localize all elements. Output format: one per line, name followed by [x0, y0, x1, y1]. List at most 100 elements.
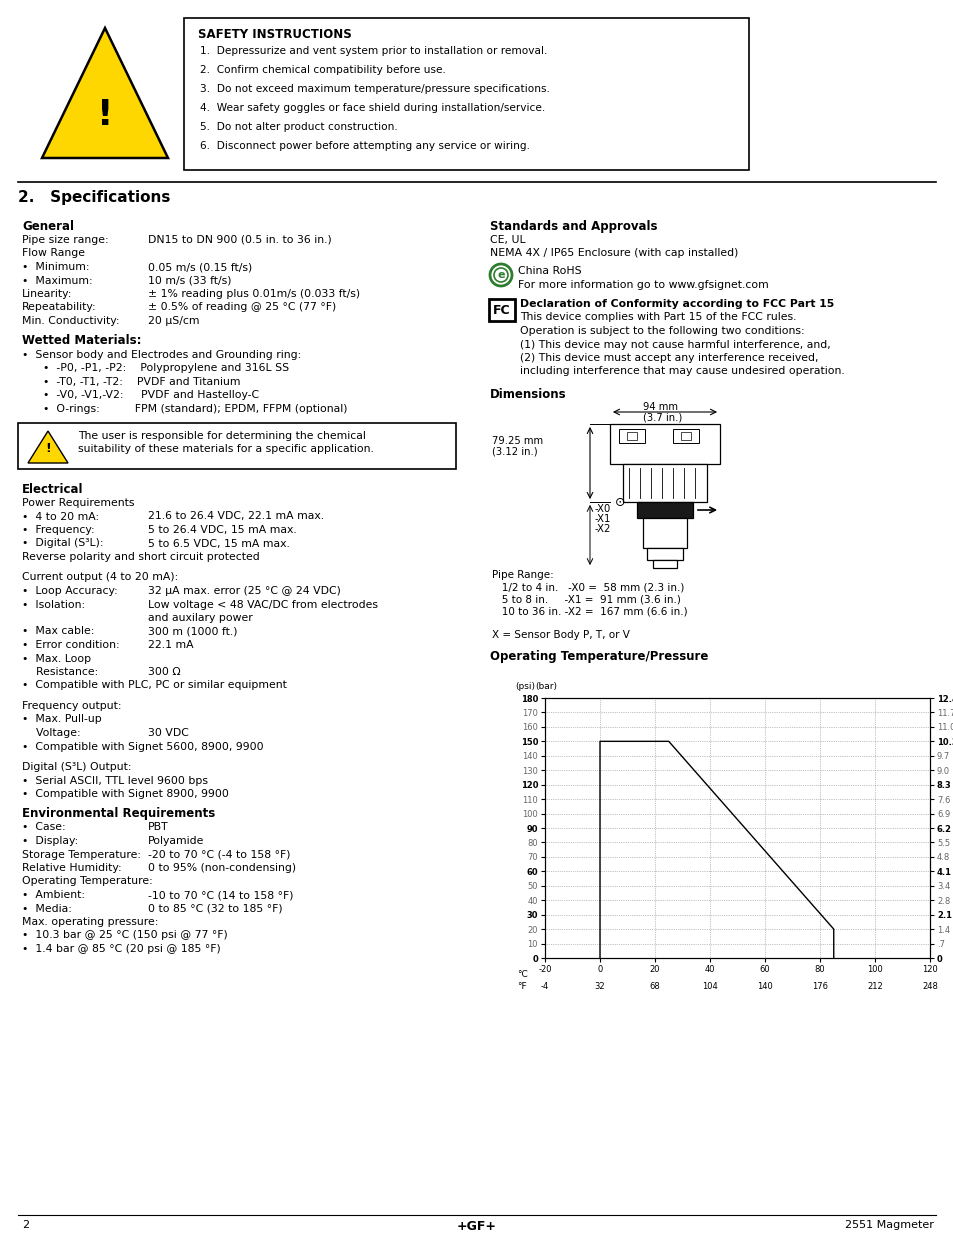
- Text: •  Case:: • Case:: [22, 823, 66, 832]
- Text: 30 VDC: 30 VDC: [148, 727, 189, 739]
- Polygon shape: [42, 28, 168, 158]
- Text: 5 to 6.5 VDC, 15 mA max.: 5 to 6.5 VDC, 15 mA max.: [148, 538, 290, 548]
- Text: Pipe Range:: Pipe Range:: [492, 571, 553, 580]
- Text: (3.12 in.): (3.12 in.): [492, 447, 537, 457]
- Text: (1) This device may not cause harmful interference, and,: (1) This device may not cause harmful in…: [519, 340, 830, 350]
- Text: Dimensions: Dimensions: [490, 388, 566, 401]
- Text: China RoHS: China RoHS: [517, 266, 581, 275]
- Text: 5.  Do not alter product construction.: 5. Do not alter product construction.: [200, 122, 397, 132]
- Text: 5 to 26.4 VDC, 15 mA max.: 5 to 26.4 VDC, 15 mA max.: [148, 525, 296, 535]
- Polygon shape: [28, 431, 68, 463]
- FancyBboxPatch shape: [18, 424, 456, 469]
- Text: •  Ambient:: • Ambient:: [22, 890, 85, 900]
- Text: CE, UL: CE, UL: [490, 235, 525, 245]
- Text: ⊙: ⊙: [614, 495, 624, 509]
- Text: 1.  Depressurize and vent system prior to installation or removal.: 1. Depressurize and vent system prior to…: [200, 46, 547, 56]
- Text: 1/2 to 4 in.   -X0 =  58 mm (2.3 in.): 1/2 to 4 in. -X0 = 58 mm (2.3 in.): [492, 582, 683, 592]
- Text: •  Max. Pull-up: • Max. Pull-up: [22, 715, 102, 725]
- Text: Frequency output:: Frequency output:: [22, 701, 121, 711]
- Text: -X0: -X0: [595, 504, 611, 514]
- Text: (bar): (bar): [535, 682, 557, 692]
- Text: -10 to 70 °C (14 to 158 °F): -10 to 70 °C (14 to 158 °F): [148, 890, 294, 900]
- Text: Operating Temperature:: Operating Temperature:: [22, 877, 152, 887]
- Text: Standards and Approvals: Standards and Approvals: [490, 220, 657, 233]
- Text: •  Display:: • Display:: [22, 836, 78, 846]
- Text: Relative Humidity:: Relative Humidity:: [22, 863, 121, 873]
- Text: Environmental Requirements: Environmental Requirements: [22, 808, 215, 820]
- Text: •  -P0, -P1, -P2:    Polypropylene and 316L SS: • -P0, -P1, -P2: Polypropylene and 316L …: [22, 363, 289, 373]
- Text: •  Media:: • Media:: [22, 904, 71, 914]
- Text: •  Frequency:: • Frequency:: [22, 525, 94, 535]
- Text: •  Compatible with Signet 8900, 9900: • Compatible with Signet 8900, 9900: [22, 789, 229, 799]
- Text: 2: 2: [22, 1220, 30, 1230]
- Text: •  Max. Loop: • Max. Loop: [22, 653, 91, 663]
- Text: 176: 176: [811, 982, 827, 990]
- Text: 5 to 8 in.     -X1 =  91 mm (3.6 in.): 5 to 8 in. -X1 = 91 mm (3.6 in.): [492, 594, 680, 604]
- Text: -4: -4: [540, 982, 549, 990]
- Text: General: General: [22, 220, 74, 233]
- Text: •  Max cable:: • Max cable:: [22, 626, 94, 636]
- Bar: [609, 424, 720, 464]
- Text: 79.25 mm: 79.25 mm: [492, 436, 542, 446]
- Text: and auxilary power: and auxilary power: [148, 613, 253, 622]
- Text: Voltage:: Voltage:: [22, 727, 81, 739]
- Text: •  -T0, -T1, -T2:    PVDF and Titanium: • -T0, -T1, -T2: PVDF and Titanium: [22, 377, 240, 387]
- Text: Min. Conductivity:: Min. Conductivity:: [22, 316, 119, 326]
- Text: 68: 68: [649, 982, 659, 990]
- FancyBboxPatch shape: [489, 299, 515, 321]
- Text: •  Minimum:: • Minimum:: [22, 262, 90, 272]
- Text: 212: 212: [866, 982, 882, 990]
- Text: Declaration of Conformity according to FCC Part 15: Declaration of Conformity according to F…: [519, 299, 833, 309]
- Text: •  Serial ASCII, TTL level 9600 bps: • Serial ASCII, TTL level 9600 bps: [22, 776, 208, 785]
- Text: including interference that may cause undesired operation.: including interference that may cause un…: [519, 367, 843, 377]
- Text: 32 μA max. error (25 °C @ 24 VDC): 32 μA max. error (25 °C @ 24 VDC): [148, 585, 340, 597]
- Text: •  Maximum:: • Maximum:: [22, 275, 92, 285]
- Text: •  -V0, -V1,-V2:     PVDF and Hastelloy-C: • -V0, -V1,-V2: PVDF and Hastelloy-C: [22, 390, 259, 400]
- Text: Reverse polarity and short circuit protected: Reverse polarity and short circuit prote…: [22, 552, 259, 562]
- Text: PBT: PBT: [148, 823, 169, 832]
- Text: suitability of these materials for a specific application.: suitability of these materials for a spe…: [78, 445, 374, 454]
- Text: (3.7 in.): (3.7 in.): [642, 412, 681, 424]
- Text: e: e: [497, 270, 504, 280]
- Text: ± 0.5% of reading @ 25 °C (77 °F): ± 0.5% of reading @ 25 °C (77 °F): [148, 303, 335, 312]
- Bar: [642, 517, 686, 548]
- Text: ± 1% reading plus 0.01m/s (0.033 ft/s): ± 1% reading plus 0.01m/s (0.033 ft/s): [148, 289, 359, 299]
- Text: DN15 to DN 900 (0.5 in. to 36 in.): DN15 to DN 900 (0.5 in. to 36 in.): [148, 235, 332, 245]
- Text: NEMA 4X / IP65 Enclosure (with cap installed): NEMA 4X / IP65 Enclosure (with cap insta…: [490, 248, 738, 258]
- Bar: [622, 464, 706, 501]
- Bar: [652, 559, 677, 568]
- Text: •  O-rings:          FPM (standard); EPDM, FFPM (optional): • O-rings: FPM (standard); EPDM, FFPM (o…: [22, 404, 347, 414]
- Text: Pipe size range:: Pipe size range:: [22, 235, 109, 245]
- Text: Flow Range: Flow Range: [22, 248, 85, 258]
- Text: Wetted Materials:: Wetted Materials:: [22, 335, 141, 347]
- Text: •  10.3 bar @ 25 °C (150 psi @ 77 °F): • 10.3 bar @ 25 °C (150 psi @ 77 °F): [22, 930, 228, 941]
- Text: (psi): (psi): [515, 682, 535, 692]
- Text: Linearity:: Linearity:: [22, 289, 72, 299]
- Text: -X1: -X1: [595, 514, 611, 524]
- Text: 3.  Do not exceed maximum temperature/pressure specifications.: 3. Do not exceed maximum temperature/pre…: [200, 84, 549, 94]
- Text: This device complies with Part 15 of the FCC rules.: This device complies with Part 15 of the…: [519, 312, 796, 322]
- Text: 0 to 95% (non-condensing): 0 to 95% (non-condensing): [148, 863, 295, 873]
- Text: X = Sensor Body P, T, or V: X = Sensor Body P, T, or V: [492, 630, 629, 640]
- Text: 140: 140: [757, 982, 772, 990]
- Text: •  Error condition:: • Error condition:: [22, 640, 119, 650]
- Text: •  Compatible with Signet 5600, 8900, 9900: • Compatible with Signet 5600, 8900, 990…: [22, 741, 263, 752]
- Bar: [646, 548, 682, 559]
- Text: Operating Temperature/Pressure: Operating Temperature/Pressure: [490, 650, 708, 663]
- Text: 300 Ω: 300 Ω: [148, 667, 180, 677]
- Text: +GF+: +GF+: [456, 1220, 497, 1233]
- Text: !: !: [45, 441, 51, 454]
- Text: •  Compatible with PLC, PC or similar equipment: • Compatible with PLC, PC or similar equ…: [22, 680, 287, 690]
- Text: °C: °C: [517, 969, 527, 979]
- Text: 0 to 85 °C (32 to 185 °F): 0 to 85 °C (32 to 185 °F): [148, 904, 282, 914]
- Bar: [672, 429, 699, 443]
- Text: Current output (4 to 20 mA):: Current output (4 to 20 mA):: [22, 573, 178, 583]
- Bar: [626, 432, 637, 440]
- Bar: [618, 429, 644, 443]
- Text: 2551 Magmeter: 2551 Magmeter: [844, 1220, 933, 1230]
- Text: •  Digital (S³L):: • Digital (S³L):: [22, 538, 103, 548]
- Text: !: !: [96, 98, 113, 132]
- Text: -X2: -X2: [595, 524, 611, 534]
- Text: 94 mm: 94 mm: [642, 403, 678, 412]
- Text: •  4 to 20 mA:: • 4 to 20 mA:: [22, 511, 99, 521]
